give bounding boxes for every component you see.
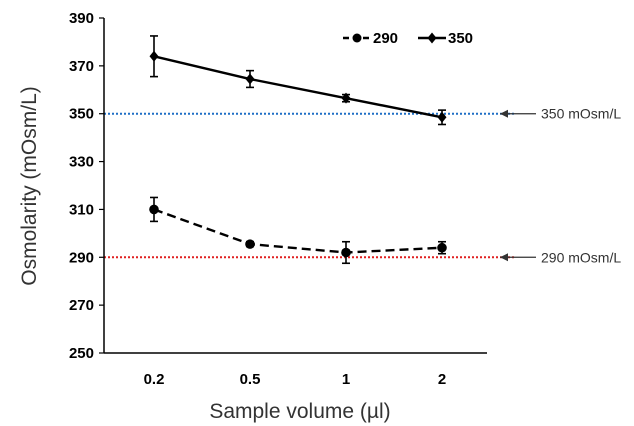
y-tick-label: 310 [69, 201, 94, 218]
y-tick-label: 350 [69, 106, 94, 123]
x-tick-label: 2 [438, 371, 446, 388]
data-point [437, 242, 447, 253]
reference-arrowhead [500, 109, 508, 118]
legend-label: 290 [373, 30, 398, 47]
data-point [245, 239, 255, 249]
y-ticks: 250 270 290 310 330 350 370 390 [69, 10, 104, 362]
y-tick-label: 250 [69, 345, 94, 362]
legend: 290 350 [343, 30, 473, 47]
axes [103, 18, 487, 354]
series-layer [149, 35, 447, 265]
x-tick-label: 0.5 [240, 371, 261, 388]
x-tick-label: 1 [342, 371, 350, 388]
data-point [245, 73, 255, 85]
series-line [153, 208, 443, 254]
series-350 [149, 35, 447, 126]
reference-arrowhead [500, 253, 508, 262]
y-tick-label: 270 [69, 297, 94, 314]
y-tick-label: 290 [69, 249, 94, 266]
data-point [149, 50, 159, 62]
x-tick-label: 0.2 [144, 371, 165, 388]
legend-marker [427, 32, 437, 44]
series-line [153, 55, 443, 119]
data-point [437, 111, 447, 123]
x-axis-title: Sample volume (µl) [209, 400, 390, 423]
data-point [341, 92, 351, 104]
y-tick-label: 370 [69, 58, 94, 75]
y-tick-label: 390 [69, 10, 94, 27]
legend-entry-290: 290 [343, 30, 398, 47]
legend-label: 350 [448, 30, 473, 47]
reference-label: 290 mOsm/L [541, 249, 621, 265]
reference-lines: 350 mOsm/L 290 mOsm/L [104, 106, 621, 265]
data-point [341, 247, 351, 258]
x-ticks: 0.2 0.5 1 2 [144, 371, 447, 388]
reference-label: 350 mOsm/L [541, 106, 621, 122]
y-tick-label: 330 [69, 154, 94, 171]
legend-marker [352, 33, 362, 43]
legend-entry-350: 350 [418, 30, 473, 47]
data-point [149, 204, 159, 215]
y-axis-title: Osmolarity (mOsm/L) [18, 86, 41, 286]
series-290 [149, 196, 447, 265]
